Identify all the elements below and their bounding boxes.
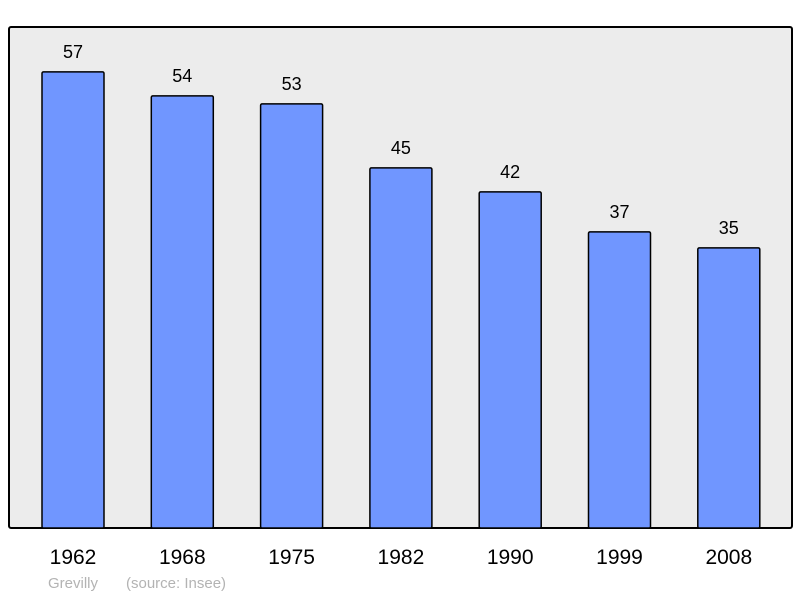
data-label-1990: 42 — [500, 162, 520, 182]
x-tick-label-2008: 2008 — [705, 546, 752, 569]
x-tick-label-1968: 1968 — [159, 546, 206, 569]
x-tick-label-1962: 1962 — [50, 546, 97, 569]
x-tick-label-1975: 1975 — [268, 546, 315, 569]
bar-1968 — [150, 95, 215, 529]
bar-1962 — [41, 71, 105, 529]
data-label-1975: 53 — [282, 74, 302, 94]
bar-2008 — [697, 247, 761, 529]
bar-1999 — [587, 231, 652, 529]
x-tick-label-1999: 1999 — [596, 546, 643, 569]
data-label-1999: 37 — [609, 202, 629, 222]
data-label-1982: 45 — [391, 138, 411, 158]
x-tick-label-1990: 1990 — [487, 546, 534, 569]
place-name: Grevilly — [48, 575, 99, 592]
data-label-2008: 35 — [719, 218, 739, 238]
bar-1990 — [478, 191, 542, 529]
data-label-1962: 57 — [63, 42, 83, 62]
bar-1982 — [369, 167, 433, 529]
data-label-1968: 54 — [172, 66, 192, 86]
x-tick-label-1982: 1982 — [378, 546, 425, 569]
bar-1975 — [259, 103, 324, 529]
source-note: (source: Insee) — [126, 575, 227, 592]
